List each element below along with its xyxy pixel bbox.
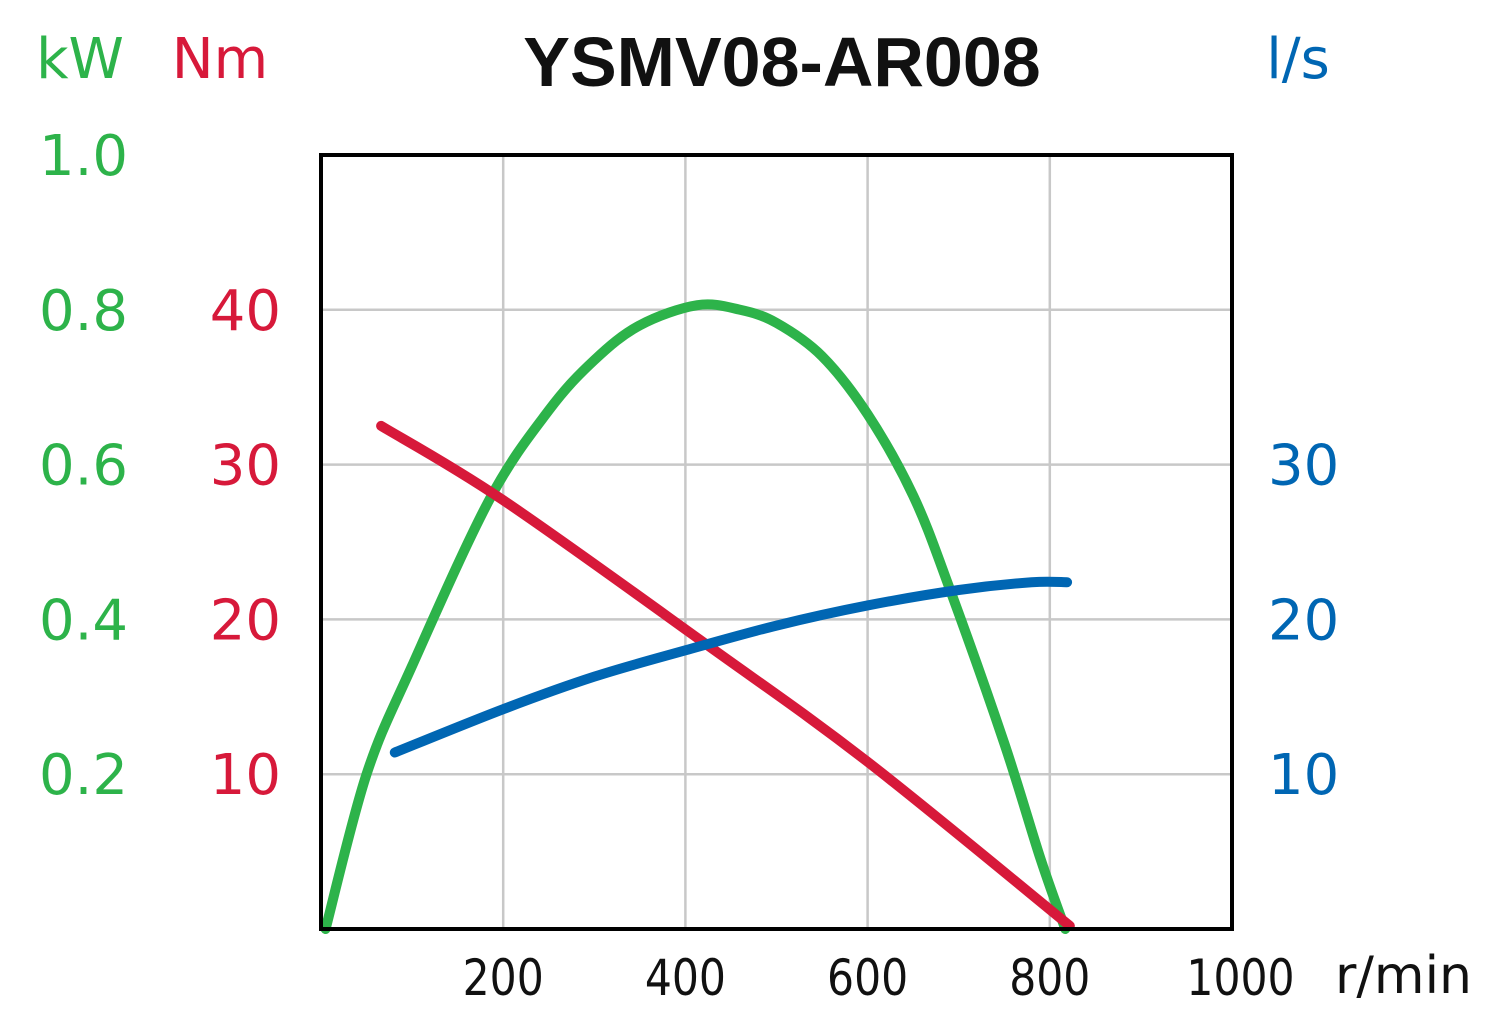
x-tick-label: 800	[1009, 949, 1090, 1007]
y-tick-label-kW: 0.2	[39, 743, 128, 808]
y-tick-label-Nm: 10	[210, 743, 281, 808]
y-tick-label-kW: 0.8	[39, 279, 128, 344]
series-torque-line	[376, 420, 1075, 931]
y-tick-label-Nm: 30	[210, 434, 281, 499]
x-axis-label: r/min	[1335, 946, 1472, 1006]
y-tick-label-kW: 1.0	[39, 124, 128, 189]
series-lines	[320, 299, 1075, 934]
y-tick-label-ls: 10	[1268, 743, 1339, 808]
x-tick-label: 1000	[1186, 949, 1294, 1007]
y-tick-label-ls: 20	[1268, 588, 1339, 653]
axis-labels: 200 400 600 800 1000 r/min kW 0.2 0.4 0.6 0.8 1.0 Nm…	[36, 27, 1472, 1007]
chart-title: YSMV08-AR008	[523, 23, 1040, 101]
axis-unit-Nm: Nm	[172, 27, 268, 92]
series-flow-line	[389, 576, 1073, 758]
x-tick-label: 600	[827, 949, 908, 1007]
series-power-line	[320, 299, 1071, 934]
y-tick-label-Nm: 40	[210, 279, 281, 344]
plot-frame	[319, 153, 1234, 931]
y-tick-label-ls: 30	[1268, 434, 1339, 499]
y-tick-label-kW: 0.4	[39, 588, 128, 653]
grid	[321, 155, 1232, 929]
axis-unit-kW: kW	[36, 27, 124, 92]
axis-unit-ls: l/s	[1266, 27, 1330, 92]
x-tick-label: 200	[463, 949, 544, 1007]
y-tick-label-Nm: 20	[210, 588, 281, 653]
y-tick-label-kW: 0.6	[39, 434, 128, 499]
x-tick-label: 400	[645, 949, 726, 1007]
